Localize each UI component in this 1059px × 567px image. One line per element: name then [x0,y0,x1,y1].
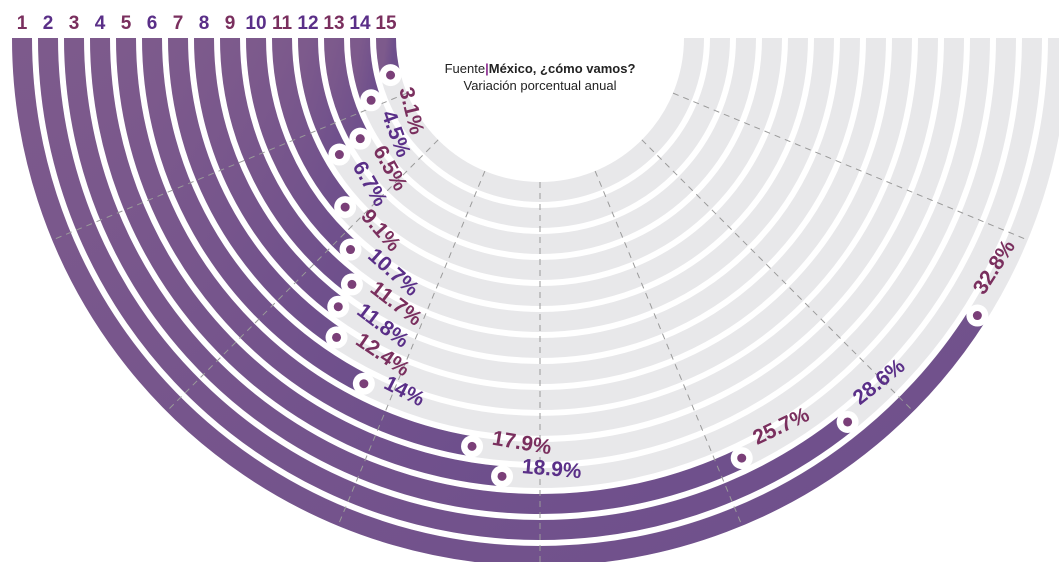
marker-dot-12 [334,150,344,160]
bar-6 [142,37,369,393]
bar-8 [194,37,345,315]
bar-4 [90,37,503,487]
category-label-2: 2 [43,13,54,34]
gridline [641,139,914,412]
marker-dot-11 [340,202,350,212]
value-markers [325,64,989,488]
source-name: México, ¿cómo vamos? [488,61,636,76]
category-label-6: 6 [147,13,158,34]
bar-12 [298,37,349,160]
gridline [594,170,743,527]
category-label-5: 5 [121,13,132,34]
gridline [337,170,486,527]
category-label-11: 11 [272,13,293,34]
chart-subtitle: Variación porcentual anual [463,78,617,93]
bar-10 [246,37,358,257]
category-label-1: 1 [17,13,28,34]
marker-dot-7 [332,332,342,342]
bar-3 [64,37,747,514]
category-label-8: 8 [199,13,210,34]
bar-5 [116,37,474,457]
gridline [166,139,439,412]
bar-7 [168,37,343,346]
source-label: Fuente [444,61,486,76]
category-label-12: 12 [297,13,318,34]
marker-dot-2 [843,417,853,427]
marker-dot-4 [497,471,507,481]
bar-9 [220,37,359,293]
marker-dot-8 [333,302,343,312]
gridline [672,92,1029,241]
category-labels: 1 2 3 4 5 6 7 8 9 10 11 12 13 14 15 [17,13,397,34]
category-label-7: 7 [173,13,184,34]
gridlines [51,92,1029,566]
marker-dot-9 [347,279,357,289]
bar-1 [12,37,986,566]
marker-dot-1 [972,311,982,321]
marker-dot-5 [467,441,477,451]
marker-dot-6 [359,379,369,389]
category-label-9: 9 [225,13,236,34]
source-block: Fuente|México, ¿cómo vamos? Variación po… [400,60,680,94]
track-15 [376,37,704,202]
gridline [51,92,408,241]
category-label-4: 4 [95,13,106,34]
category-label-14: 14 [349,13,371,34]
bars [12,37,986,566]
marker-dot-13 [355,134,365,144]
category-label-15: 15 [375,13,397,34]
source-separator: | [485,61,489,76]
bar-2 [38,37,854,540]
marker-dot-10 [346,245,356,255]
category-label-10: 10 [245,13,266,34]
category-label-13: 13 [323,13,344,34]
value-label-4: 18.9% [521,455,583,483]
category-label-3: 3 [69,13,80,34]
marker-dot-15 [386,70,396,80]
bar-11 [272,37,353,214]
marker-dot-14 [366,95,376,105]
source-line: Fuente|México, ¿cómo vamos? [400,60,680,77]
marker-dot-3 [737,453,747,463]
